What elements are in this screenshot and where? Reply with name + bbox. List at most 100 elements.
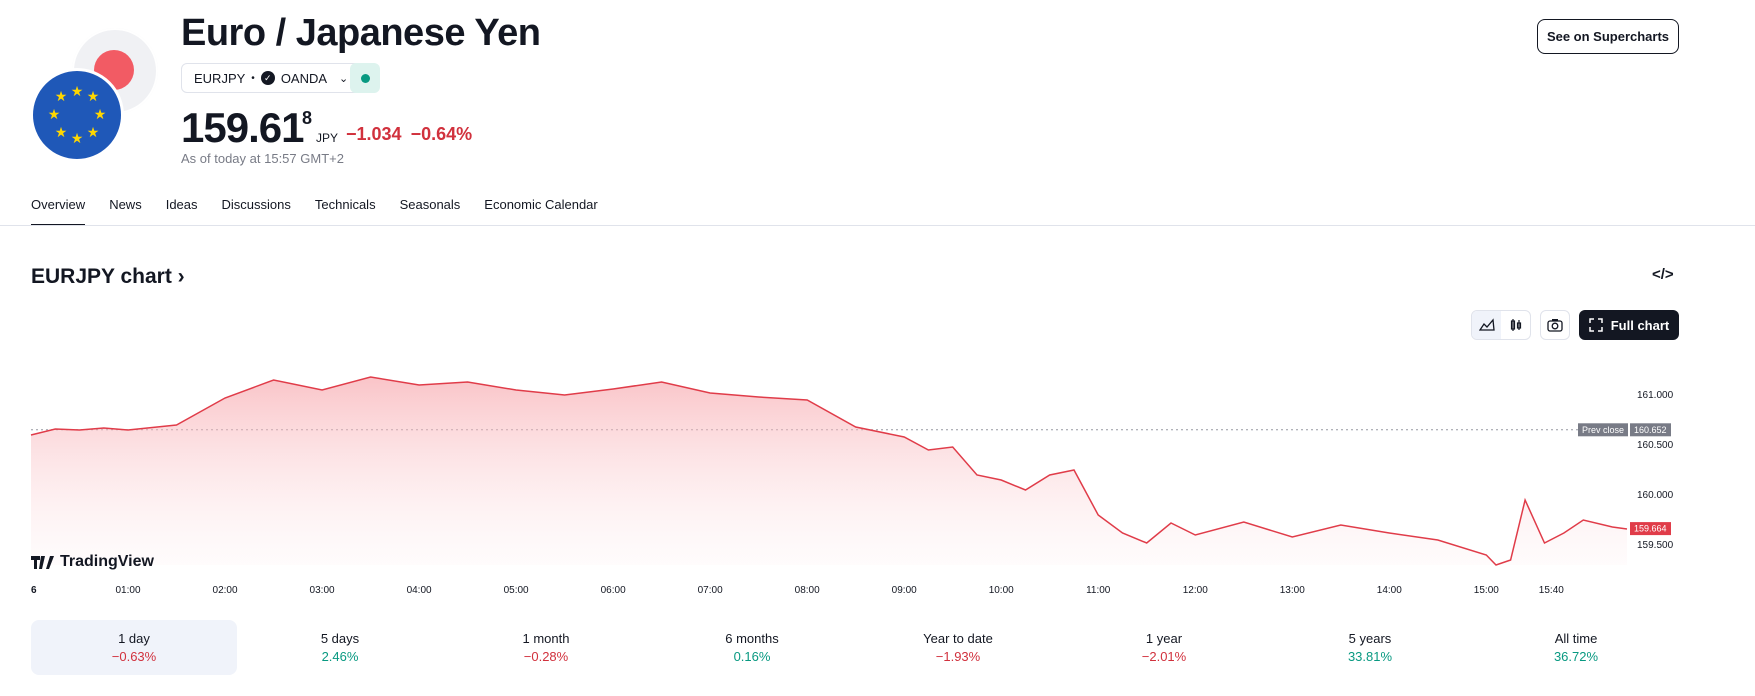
x-tick-label: 03:00 xyxy=(310,585,335,596)
tab-ideas[interactable]: Ideas xyxy=(165,197,198,212)
symbol-selector[interactable]: EURJPY • ✓ OANDA ⌄ xyxy=(181,63,362,93)
tradingview-logo-icon xyxy=(31,555,54,569)
x-tick-label: 05:00 xyxy=(504,585,529,596)
period-value: −1.93% xyxy=(935,649,981,664)
price-line xyxy=(30,376,1628,566)
x-tick-label: 14:00 xyxy=(1377,585,1402,596)
full-chart-label: Full chart xyxy=(1610,317,1670,333)
x-tick-label: 13:00 xyxy=(1280,585,1305,596)
x-tick-label: 04:00 xyxy=(407,585,432,596)
last-price-tag: 159.664 xyxy=(1630,522,1671,536)
as-of-timestamp: As of today at 15:57 GMT+2 xyxy=(181,151,344,166)
x-tick-label: 09:00 xyxy=(892,585,917,596)
area-chart-icon[interactable] xyxy=(1472,311,1501,339)
svg-text:★: ★ xyxy=(71,131,84,147)
see-on-supercharts-button[interactable]: See on Supercharts xyxy=(1537,19,1679,54)
full-chart-button[interactable]: Full chart xyxy=(1579,310,1679,340)
candles-chart-icon[interactable] xyxy=(1501,311,1530,339)
tradingview-logo-text: TradingView xyxy=(60,553,154,570)
svg-text:★: ★ xyxy=(55,125,68,141)
svg-text:★: ★ xyxy=(71,84,84,100)
last-price-value: 159.664 xyxy=(1634,524,1667,534)
tradingview-logo[interactable]: TradingView xyxy=(31,553,154,571)
tab-discussions[interactable]: Discussions xyxy=(221,197,291,212)
separator-dot: • xyxy=(251,72,255,84)
period-label: 5 years xyxy=(1348,631,1392,646)
price-superscript: 8 xyxy=(302,108,313,128)
period-value: −0.28% xyxy=(523,649,569,664)
svg-text:★: ★ xyxy=(94,107,107,123)
period-label: All time xyxy=(1554,631,1598,646)
period-1-day[interactable]: 1 day −0.63% xyxy=(31,620,237,675)
broker-logo-icon: ✓ xyxy=(260,71,275,85)
prev-close-tag: Prev close 160.652 xyxy=(1578,423,1671,437)
tab-news[interactable]: News xyxy=(109,197,142,212)
price-currency: JPY xyxy=(316,131,339,145)
x-tick-label: 07:00 xyxy=(698,585,723,596)
period-1-year[interactable]: 1 year −2.01% xyxy=(1061,620,1267,675)
period-label: 6 months xyxy=(725,631,779,646)
eu-flag-icon: ★ ★ ★ ★ ★ ★ ★ ★ xyxy=(30,68,124,162)
tab-bar: Overview News Ideas Discussions Technica… xyxy=(31,197,598,226)
chart-title: EURJPY chart xyxy=(31,265,172,288)
period-5-years[interactable]: 5 years 33.81% xyxy=(1267,620,1473,675)
period-5-days[interactable]: 5 days 2.46% xyxy=(237,620,443,675)
x-tick-label: 08:00 xyxy=(795,585,820,596)
price-value: 159.61 xyxy=(181,104,304,151)
period-1-month[interactable]: 1 month −0.28% xyxy=(443,620,649,675)
prev-close-label: Prev close xyxy=(1582,425,1624,435)
change-absolute: −1.034 xyxy=(346,124,402,144)
performance-periods: 1 day −0.63% 5 days 2.46% 1 month −0.28% 6 … xyxy=(31,620,1679,675)
broker-label: OANDA xyxy=(280,70,328,86)
period-value: 36.72% xyxy=(1553,649,1599,664)
period-value: −0.63% xyxy=(111,649,157,664)
chevron-right-icon: › xyxy=(171,265,185,288)
prev-close-value: 160.652 xyxy=(1634,425,1667,435)
y-tick-label: 160.500 xyxy=(1637,440,1674,451)
x-tick-label: 01:00 xyxy=(116,585,141,596)
x-tick-label: 11:00 xyxy=(1086,585,1111,596)
price-change: −1.034 −0.64% xyxy=(346,124,472,145)
tab-overview[interactable]: Overview xyxy=(31,197,86,226)
chart-style-toggle xyxy=(1471,310,1531,340)
svg-text:★: ★ xyxy=(87,89,100,105)
chevron-down-icon: ⌄ xyxy=(339,72,349,85)
tab-seasonals[interactable]: Seasonals xyxy=(399,197,461,212)
x-tick-label: 10:00 xyxy=(989,585,1014,596)
price-area xyxy=(31,377,1627,565)
x-tick-label: 02:00 xyxy=(213,585,238,596)
embed-code-icon[interactable]: </> xyxy=(1652,266,1674,283)
period-label: Year to date xyxy=(923,631,993,646)
tab-economic-calendar[interactable]: Economic Calendar xyxy=(484,197,598,212)
period-label: 1 month xyxy=(522,631,570,646)
period-label: 1 year xyxy=(1145,631,1183,646)
page-title: Euro / Japanese Yen xyxy=(181,12,541,54)
period-6-months[interactable]: 6 months 0.16% xyxy=(649,620,855,675)
x-tick-label: 6 xyxy=(31,585,37,596)
symbol-label: EURJPY xyxy=(194,70,246,86)
period-year-to-date[interactable]: Year to date −1.93% xyxy=(855,620,1061,675)
market-status-badge[interactable] xyxy=(350,63,380,93)
y-tick-label: 160.000 xyxy=(1637,490,1674,501)
camera-icon[interactable] xyxy=(1540,310,1570,340)
chart-title-link[interactable]: EURJPY chart › xyxy=(31,265,185,289)
change-percent: −0.64% xyxy=(410,124,473,144)
x-tick-label: 06:00 xyxy=(601,585,626,596)
period-all-time[interactable]: All time 36.72% xyxy=(1473,620,1679,675)
svg-text:★: ★ xyxy=(87,125,100,141)
expand-icon xyxy=(1588,318,1603,332)
x-tick-label: 15:40 xyxy=(1539,585,1564,596)
x-tick-label: 12:00 xyxy=(1183,585,1208,596)
svg-text:★: ★ xyxy=(55,89,68,105)
period-value: −2.01% xyxy=(1141,649,1187,664)
y-tick-label: 159.500 xyxy=(1637,540,1674,551)
tab-divider xyxy=(0,225,1755,226)
tab-technicals[interactable]: Technicals xyxy=(314,197,376,212)
period-value: 0.16% xyxy=(733,649,771,664)
x-tick-label: 15:00 xyxy=(1474,585,1499,596)
period-label: 5 days xyxy=(320,631,360,646)
period-value: 33.81% xyxy=(1347,649,1393,664)
period-value: 2.46% xyxy=(321,649,359,664)
price-chart[interactable]: 161.000 160.500 160.000 159.500 Prev close … xyxy=(0,340,1755,610)
period-label: 1 day xyxy=(118,631,150,646)
